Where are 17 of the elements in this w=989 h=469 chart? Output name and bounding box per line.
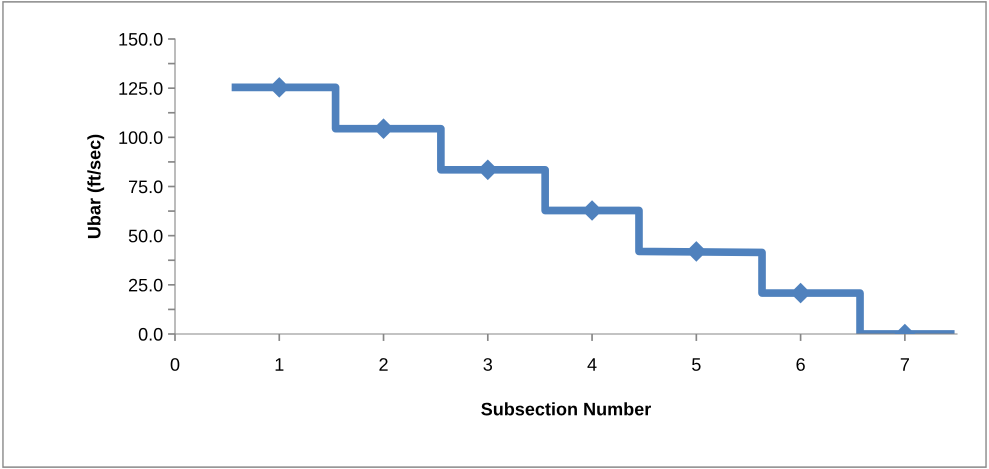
y-tick-label: 50.0 xyxy=(128,230,162,242)
x-tick-label: 1 xyxy=(276,358,284,371)
y-tick-label: 75.0 xyxy=(128,180,162,194)
y-tick-label: 0.0 xyxy=(138,328,162,341)
x-tick-label: 0 xyxy=(170,358,180,371)
x-tick-label: 6 xyxy=(796,358,805,371)
x-tick-label: 3 xyxy=(483,358,492,371)
y-axis-title: Ubar (ft/sec) xyxy=(87,134,104,238)
y-tick-label: 125.0 xyxy=(119,82,162,95)
x-tick-label: 4 xyxy=(587,358,597,371)
y-tick-label: 25.0 xyxy=(128,278,162,292)
x-axis-title: Subsection Number xyxy=(481,402,652,416)
y-tick-label: 100.0 xyxy=(119,131,162,144)
y-tick-label: 150.0 xyxy=(119,32,162,46)
x-tick-label: 5 xyxy=(692,358,701,371)
x-tick-label: 7 xyxy=(900,358,909,371)
x-tick-label: 2 xyxy=(379,358,388,371)
